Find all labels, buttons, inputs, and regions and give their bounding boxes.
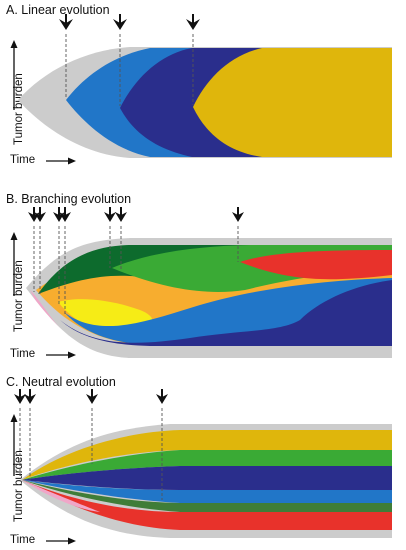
x-axis-label: Time bbox=[10, 348, 35, 360]
clone-light-blue bbox=[22, 480, 392, 503]
mutation-arrow bbox=[86, 389, 98, 464]
clone-navy bbox=[60, 280, 392, 346]
mutation-arrow bbox=[24, 389, 36, 480]
x-axis-arrow bbox=[46, 351, 76, 359]
y-axis-arrow bbox=[10, 232, 18, 296]
clone-olive bbox=[22, 480, 392, 512]
panel-title-branching: B. Branching evolution bbox=[6, 192, 131, 206]
y-axis-arrow bbox=[10, 414, 18, 476]
clone-red bbox=[240, 250, 392, 280]
clone-green bbox=[22, 450, 392, 480]
mutation-arrow bbox=[186, 14, 200, 105]
mutation-arrow bbox=[104, 207, 116, 268]
x-axis-arrow bbox=[46, 157, 76, 165]
mutation-arrow bbox=[34, 207, 46, 294]
y-axis-label: Tumor burden bbox=[13, 450, 25, 522]
panel-linear: A. Linear evolution Tumor burden Time bbox=[6, 3, 392, 166]
panel-neutral: C. Neutral evolution Tumor burden Time bbox=[6, 375, 392, 546]
panel-title-neutral: C. Neutral evolution bbox=[6, 375, 116, 389]
clone-gold bbox=[22, 430, 392, 480]
mutation-arrow bbox=[14, 389, 26, 478]
x-axis-arrow bbox=[46, 537, 76, 545]
y-axis-label: Tumor burden bbox=[13, 73, 25, 145]
y-axis-label: Tumor burden bbox=[13, 260, 25, 332]
mutation-arrow bbox=[113, 14, 127, 106]
y-axis-arrow bbox=[10, 40, 18, 110]
panel-branching: B. Branching evolution Tumor burden Time bbox=[6, 192, 392, 360]
mutation-arrow bbox=[59, 14, 73, 98]
mutation-arrow bbox=[115, 207, 127, 270]
clone-navy bbox=[22, 466, 392, 490]
clone-red bbox=[22, 480, 392, 530]
clone-3 bbox=[193, 48, 392, 157]
clone-pink bbox=[30, 290, 62, 330]
mutation-arrow bbox=[156, 389, 168, 500]
mutation-arrow bbox=[59, 207, 71, 314]
x-axis-label: Time bbox=[10, 534, 35, 546]
mutation-arrow bbox=[232, 207, 244, 262]
x-axis-label: Time bbox=[10, 154, 35, 166]
panel-title-linear: A. Linear evolution bbox=[6, 3, 110, 17]
